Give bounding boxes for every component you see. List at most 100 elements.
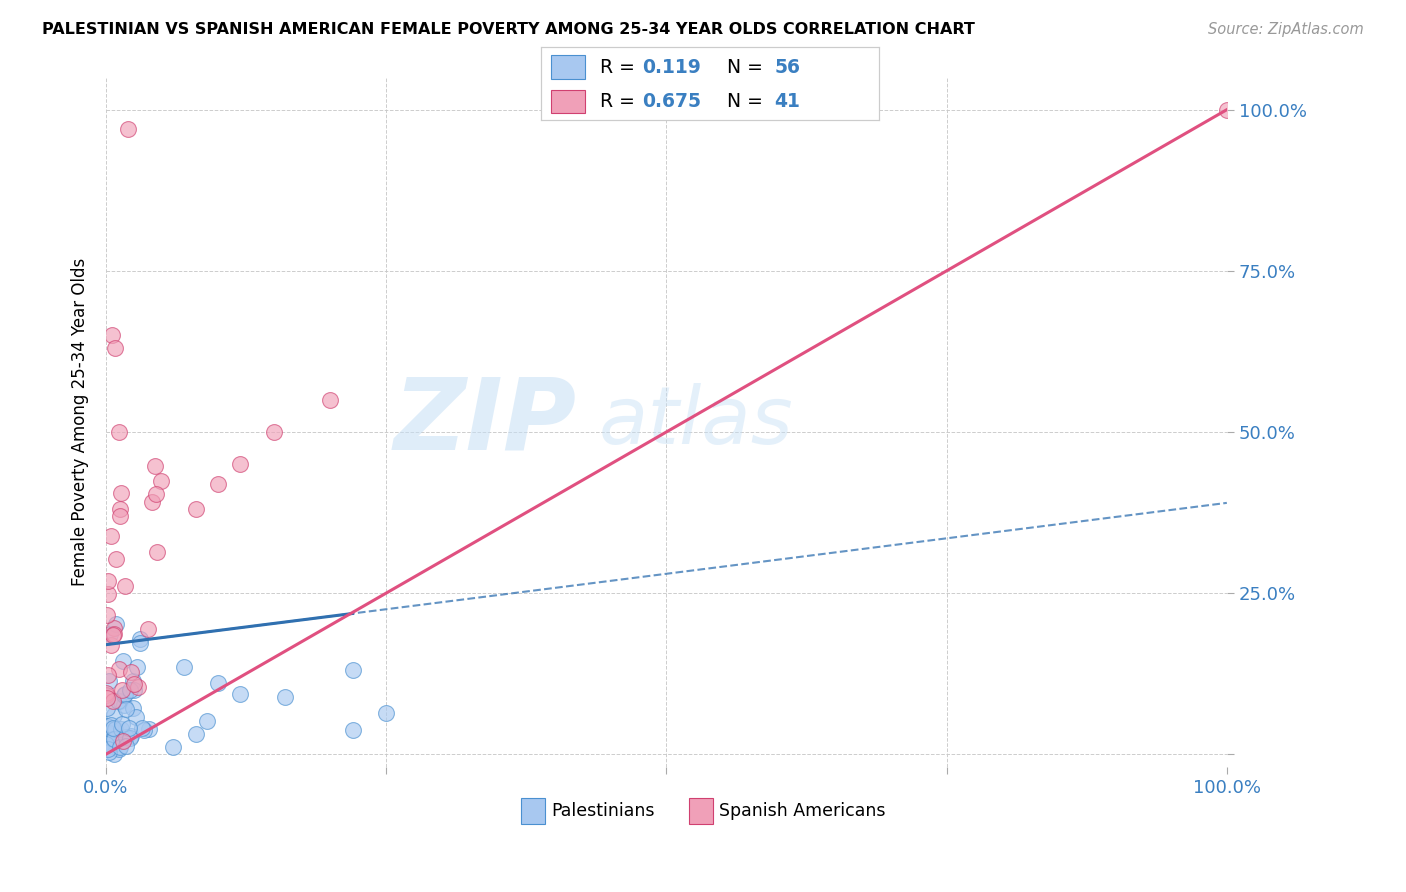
Point (207, 676, 229, 690)
Point (111, 682, 134, 697)
Point (100, 718, 122, 732)
Point (229, 457, 252, 471)
Point (184, 727, 207, 741)
Point (103, 621, 125, 635)
FancyBboxPatch shape (520, 797, 546, 823)
Point (107, 742, 129, 756)
Point (97, 668, 120, 682)
Text: N =: N = (727, 57, 769, 77)
Text: ZIP: ZIP (394, 374, 576, 471)
Point (100, 638, 122, 652)
Point (195, 714, 218, 728)
Point (94, 689, 117, 703)
Point (117, 122, 139, 136)
Point (110, 694, 132, 708)
Point (114, 579, 136, 593)
Point (103, 747, 125, 761)
Point (131, 721, 153, 735)
Point (128, 632, 150, 647)
Point (138, 723, 160, 737)
Text: atlas: atlas (599, 384, 794, 461)
Text: 0.675: 0.675 (643, 92, 702, 111)
Point (108, 740, 131, 755)
Point (120, 665, 142, 679)
Point (103, 707, 125, 722)
Point (96, 607, 118, 622)
Point (108, 501, 131, 516)
Point (107, 662, 129, 676)
FancyBboxPatch shape (551, 90, 585, 113)
Point (141, 495, 163, 509)
Point (118, 682, 141, 697)
Point (98, 626, 121, 640)
Point (101, 694, 124, 708)
Point (111, 654, 134, 668)
Point (375, 706, 398, 720)
Point (145, 487, 167, 501)
Point (97, 674, 120, 689)
Point (115, 731, 138, 745)
Point (97, 574, 120, 588)
Text: R =: R = (600, 57, 641, 77)
Point (101, 732, 124, 747)
Point (108, 425, 131, 439)
Point (108, 508, 131, 523)
Point (115, 702, 138, 716)
Point (112, 688, 135, 702)
Point (127, 660, 149, 674)
Point (120, 729, 142, 743)
Point (122, 683, 145, 698)
Point (121, 700, 143, 714)
Point (96, 701, 118, 715)
FancyBboxPatch shape (689, 797, 713, 823)
Text: 56: 56 (775, 57, 800, 77)
Point (103, 725, 125, 739)
Point (103, 732, 125, 747)
Point (143, 458, 166, 473)
Point (1216, 103, 1239, 117)
Point (101, 739, 124, 753)
Point (122, 677, 145, 691)
FancyBboxPatch shape (551, 55, 585, 78)
Point (118, 722, 141, 736)
Point (115, 739, 138, 753)
Point (136, 622, 159, 636)
Point (103, 628, 125, 642)
Point (134, 723, 156, 738)
Text: Spanish Americans: Spanish Americans (718, 802, 886, 820)
Point (104, 552, 127, 566)
Point (97, 587, 120, 601)
Point (184, 502, 207, 516)
Point (120, 731, 142, 746)
Point (104, 722, 127, 736)
Point (110, 486, 132, 500)
Point (342, 664, 364, 678)
Point (103, 627, 125, 641)
Point (162, 739, 184, 754)
Text: 41: 41 (775, 92, 800, 111)
Text: Palestinians: Palestinians (551, 802, 654, 820)
Point (149, 474, 172, 488)
Point (121, 673, 143, 688)
Point (319, 392, 342, 407)
Point (96, 726, 118, 740)
Point (229, 687, 252, 701)
Point (111, 734, 134, 748)
Text: R =: R = (600, 92, 641, 111)
Text: PALESTINIAN VS SPANISH AMERICAN FEMALE POVERTY AMONG 25-34 YEAR OLDS CORRELATION: PALESTINIAN VS SPANISH AMERICAN FEMALE P… (42, 22, 974, 37)
Text: Source: ZipAtlas.com: Source: ZipAtlas.com (1208, 22, 1364, 37)
Point (100, 529, 122, 543)
Point (96, 690, 118, 705)
Point (114, 687, 136, 701)
Point (96, 741, 118, 756)
Point (125, 710, 148, 724)
Point (111, 717, 134, 731)
Point (101, 721, 124, 735)
Point (207, 476, 229, 491)
Point (342, 723, 364, 738)
Point (96, 718, 118, 732)
Point (96, 737, 118, 751)
Point (127, 681, 149, 695)
Point (98, 726, 121, 740)
Point (96, 686, 118, 700)
